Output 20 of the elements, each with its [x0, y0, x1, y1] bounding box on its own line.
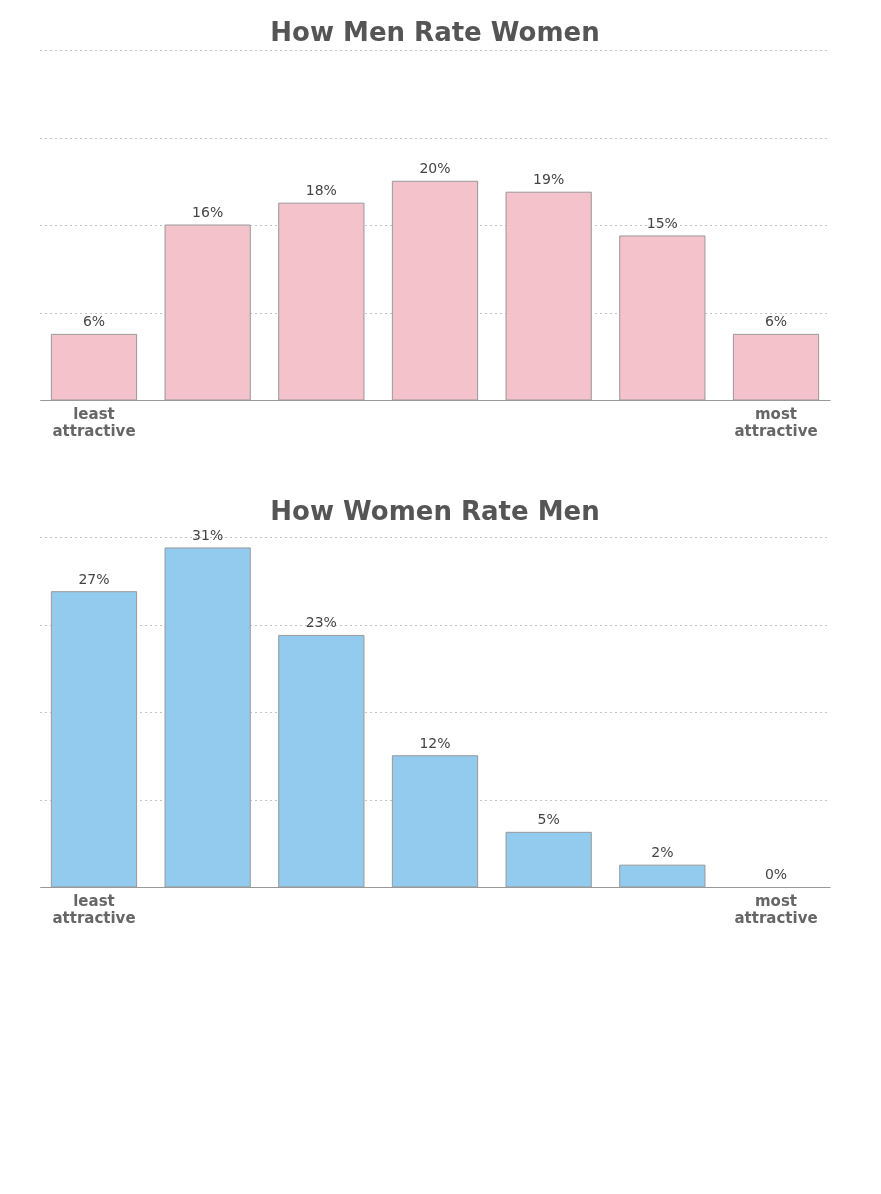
chart-title: How Women Rate Men [270, 495, 600, 526]
chart-title: How Men Rate Women [270, 17, 600, 47]
data-label: 15% [646, 214, 678, 231]
data-label: 18% [305, 182, 337, 199]
x-tick-label: most attractive [734, 404, 818, 440]
data-label: 31% [192, 526, 224, 543]
data-label: 12% [419, 734, 451, 751]
data-label: 2% [651, 844, 674, 861]
x-tick-label: least attractive [52, 891, 136, 927]
data-label: 16% [192, 204, 224, 220]
data-label: 6% [764, 313, 788, 330]
data-label: 0% [764, 866, 788, 882]
data-label: 6% [82, 313, 106, 330]
data-label: 23% [305, 614, 337, 631]
data-label: 19% [533, 171, 565, 188]
data-label: 27% [78, 570, 110, 587]
x-tick-label: most attractive [734, 891, 818, 927]
data-label: 5% [537, 811, 560, 828]
data-label: 20% [419, 160, 451, 177]
x-tick-label: least attractive [52, 404, 136, 440]
